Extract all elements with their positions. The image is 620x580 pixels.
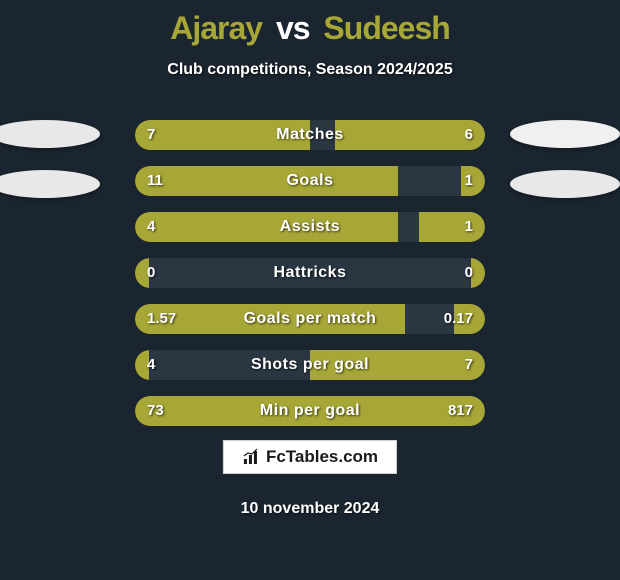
chart-icon bbox=[242, 448, 260, 466]
stat-label: Assists bbox=[135, 212, 485, 242]
right-badges bbox=[510, 120, 620, 220]
stat-row: 73817Min per goal bbox=[135, 396, 485, 426]
stat-label: Min per goal bbox=[135, 396, 485, 426]
stat-label: Hattricks bbox=[135, 258, 485, 288]
stat-row: 41Assists bbox=[135, 212, 485, 242]
date-label: 10 november 2024 bbox=[0, 500, 620, 518]
branding-text: FcTables.com bbox=[266, 447, 378, 467]
stat-label: Shots per goal bbox=[135, 350, 485, 380]
stats-chart: 76Matches 111Goals 41Assists 00Hattricks 1.5… bbox=[135, 120, 485, 442]
badge-placeholder bbox=[0, 120, 100, 148]
stat-row: 47Shots per goal bbox=[135, 350, 485, 380]
stat-row: 111Goals bbox=[135, 166, 485, 196]
left-badges bbox=[0, 120, 110, 220]
stat-label: Goals bbox=[135, 166, 485, 196]
player1-name: Ajaray bbox=[170, 10, 262, 46]
stat-label: Goals per match bbox=[135, 304, 485, 334]
title-vs: vs bbox=[276, 10, 310, 46]
branding-badge[interactable]: FcTables.com bbox=[223, 440, 397, 474]
stat-row: 00Hattricks bbox=[135, 258, 485, 288]
stat-row: 76Matches bbox=[135, 120, 485, 150]
badge-placeholder bbox=[510, 120, 620, 148]
stat-label: Matches bbox=[135, 120, 485, 150]
badge-placeholder bbox=[510, 170, 620, 198]
subtitle: Club competitions, Season 2024/2025 bbox=[0, 61, 620, 79]
stat-row: 1.570.17Goals per match bbox=[135, 304, 485, 334]
comparison-title: Ajaray vs Sudeesh bbox=[0, 0, 620, 47]
badge-placeholder bbox=[0, 170, 100, 198]
player2-name: Sudeesh bbox=[323, 10, 449, 46]
